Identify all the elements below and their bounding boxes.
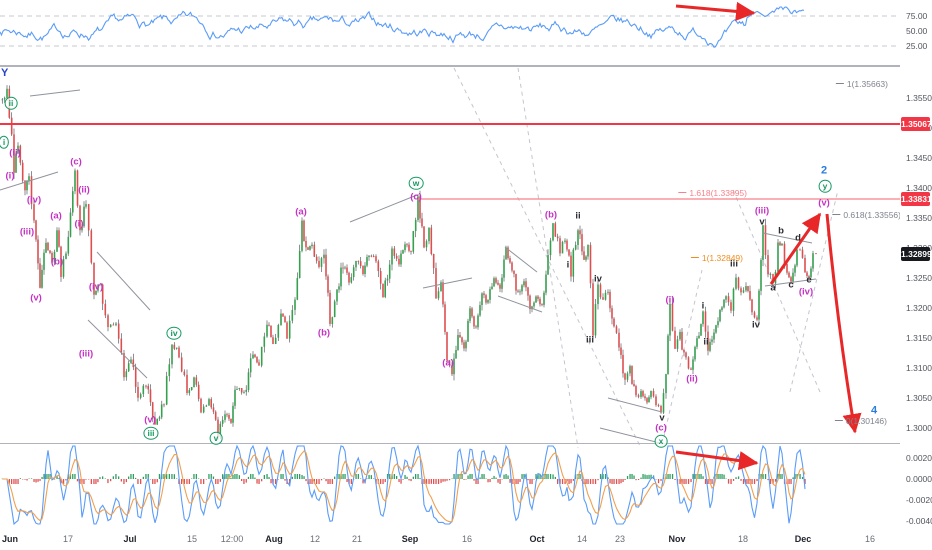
time-axis-tick: 17	[62, 534, 74, 544]
oscillator-lines	[1, 444, 806, 526]
rsi-axis-tick: 75.00	[906, 11, 928, 21]
symbol-label: Y	[1, 67, 9, 79]
price-axis-tick: 1.34000	[906, 183, 932, 193]
last-price-badge: 1.32899	[901, 247, 932, 261]
time-axis-tick: 21	[351, 534, 363, 544]
annotation-arrows[interactable]	[675, 1, 862, 471]
time-axis-tick: Sep	[401, 534, 419, 544]
price-axis-tick: 1.35500	[906, 93, 932, 103]
alert-lines[interactable]	[0, 123, 900, 200]
rsi-line	[0, 6, 900, 48]
price-axis-tick: 1.31500	[906, 333, 932, 343]
time-axis-tick: 12	[309, 534, 321, 544]
alert-price-badge[interactable]: 1.35067	[901, 117, 932, 131]
time-axis-tick: 14	[576, 534, 588, 544]
time-axis[interactable]: Jun 17 Jul 15 12:00 Aug 12 21 Sep 16 Oct 14 23 Nov 18 D…	[0, 528, 900, 550]
price-axis-tick: 1.32500	[906, 273, 932, 283]
time-axis-tick: Nov	[668, 534, 686, 544]
time-axis-tick: 18	[737, 534, 749, 544]
time-axis-tick: Oct	[529, 534, 545, 544]
time-axis-tick: Dec	[794, 534, 812, 544]
alert-price-badge[interactable]: 1.33831	[901, 192, 932, 206]
time-axis-tick: 16	[864, 534, 876, 544]
trendline-segments[interactable]	[0, 89, 817, 444]
time-axis-tick: Jul	[123, 534, 137, 544]
price-axis-tick: 1.34500	[906, 153, 932, 163]
time-axis-tick: Aug	[265, 534, 283, 544]
time-axis-tick: 16	[461, 534, 473, 544]
price-axis-tick: 1.31000	[906, 363, 932, 373]
time-axis-tick: 23	[614, 534, 626, 544]
price-axis-tick: 1.33500	[906, 213, 932, 223]
time-axis-tick: 15	[186, 534, 198, 544]
time-axis-tick: Jun	[1, 534, 19, 544]
osc-axis-tick: 0.00000	[906, 474, 932, 484]
candlestick-series	[1, 85, 817, 441]
price-axis[interactable]: 75.0050.0025.001.355001.350001.345001.34…	[900, 0, 932, 550]
rsi-axis-tick: 50.00	[906, 26, 928, 36]
rsi-axis-tick: 25.00	[906, 41, 928, 51]
price-axis-tick: 1.32000	[906, 303, 932, 313]
osc-axis-tick: -0.00400	[906, 516, 932, 526]
price-axis-tick: 1.30500	[906, 393, 932, 403]
time-axis-tick: 12:00	[220, 534, 244, 544]
